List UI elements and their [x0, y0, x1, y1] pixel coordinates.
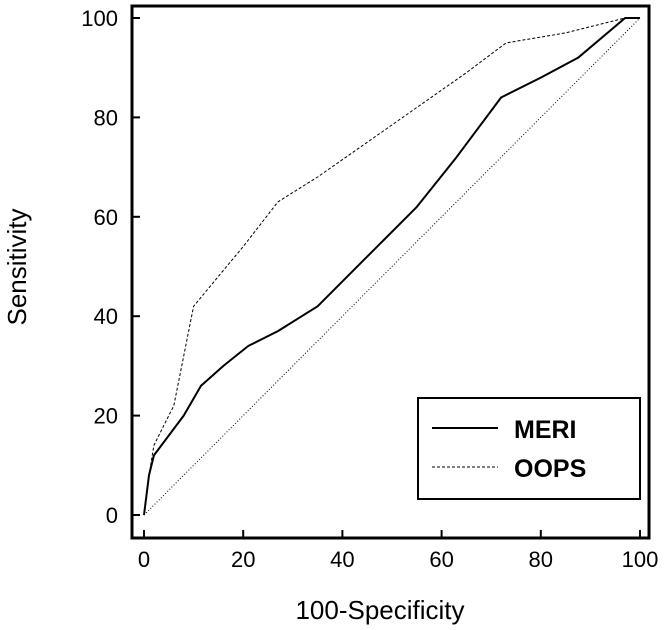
x-tick-label: 60: [429, 547, 453, 572]
legend-box: [417, 397, 641, 500]
y-axis-ticks: 0 20 40 60 80 100: [81, 6, 140, 528]
x-tick-label: 80: [529, 547, 553, 572]
y-tick-label: 60: [94, 205, 118, 230]
x-tick-label: 0: [138, 547, 150, 572]
series-layer: [143, 17, 641, 516]
y-axis-label: Sensitivity: [2, 208, 32, 325]
reference-diagonal-line: [143, 17, 641, 516]
y-tick-label: 80: [94, 105, 118, 130]
x-tick-label: 100: [622, 547, 659, 572]
legend-label-oops: OOPS: [514, 455, 586, 483]
plot-frame: [130, 4, 651, 540]
x-tick-label: 40: [330, 547, 354, 572]
y-tick-label: 20: [94, 404, 118, 429]
y-tick-label: 40: [94, 304, 118, 329]
y-tick-label: 100: [81, 6, 118, 31]
y-tick-label: 0: [106, 503, 118, 528]
x-axis-ticks: 0 20 40 60 80 100: [138, 530, 658, 572]
legend-label-meri: MERI: [514, 416, 577, 444]
series-line-meri: [143, 17, 640, 516]
x-tick-label: 20: [231, 547, 255, 572]
series-line-oops: [143, 17, 640, 516]
legend: MERI OOPS: [417, 397, 641, 500]
x-axis-label: 100-Specificity: [295, 595, 464, 625]
